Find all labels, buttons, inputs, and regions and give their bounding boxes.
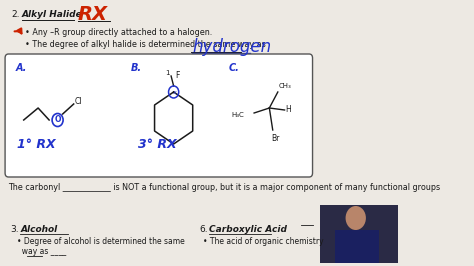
Text: 1: 1	[165, 70, 169, 76]
Text: Carboxylic Acid: Carboxylic Acid	[209, 225, 287, 234]
Text: C.: C.	[228, 63, 239, 73]
Text: • Any –R group directly attached to a halogen.: • Any –R group directly attached to a ha…	[26, 28, 213, 37]
Text: 1° RX: 1° RX	[17, 138, 55, 151]
Text: Alcohol: Alcohol	[20, 225, 57, 234]
Text: H₃C: H₃C	[231, 112, 244, 118]
FancyBboxPatch shape	[320, 205, 398, 263]
Text: Cl: Cl	[74, 97, 82, 106]
Text: x: x	[172, 89, 175, 94]
Text: CH₃: CH₃	[279, 83, 292, 89]
Text: way as ____: way as ____	[17, 247, 66, 256]
Text: • The degree of alkyl halide is determined the same way as: • The degree of alkyl halide is determin…	[26, 40, 266, 49]
Text: H: H	[285, 106, 291, 114]
FancyBboxPatch shape	[5, 54, 312, 177]
Text: 3.: 3.	[10, 225, 19, 234]
Text: B.: B.	[131, 63, 142, 73]
Text: F: F	[175, 72, 180, 81]
Text: Alkyl Halide: Alkyl Halide	[22, 10, 83, 19]
Text: RX: RX	[78, 5, 108, 24]
Text: Br: Br	[271, 134, 279, 143]
Text: • The acid of organic chemistry: • The acid of organic chemistry	[203, 237, 324, 246]
Text: 6.: 6.	[199, 225, 208, 234]
Text: The carbonyl ____________ is NOT a functional group, but it is a major component: The carbonyl ____________ is NOT a funct…	[9, 183, 441, 192]
Circle shape	[346, 206, 366, 230]
FancyArrowPatch shape	[15, 28, 21, 34]
Text: 2.: 2.	[12, 10, 20, 19]
Text: A.: A.	[15, 63, 27, 73]
Text: • Degree of alcohol is determined the same: • Degree of alcohol is determined the sa…	[17, 237, 185, 246]
Text: 3° RX: 3° RX	[138, 138, 177, 151]
Text: hydrogen: hydrogen	[192, 38, 272, 56]
Text: O: O	[55, 115, 61, 124]
FancyBboxPatch shape	[335, 230, 379, 263]
